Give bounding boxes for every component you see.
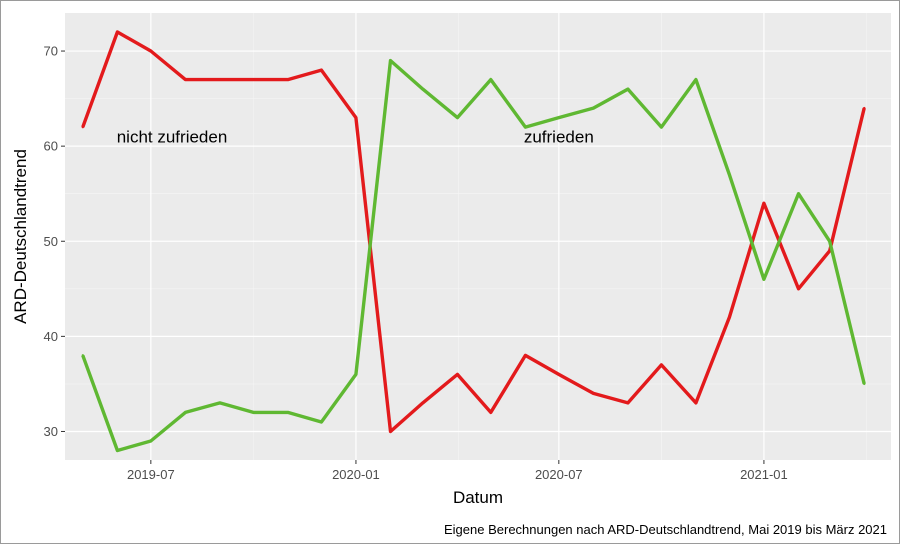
data-point-nicht-zufrieden — [81, 125, 85, 129]
data-point-zufrieden — [286, 411, 290, 414]
y-tick-label: 70 — [44, 44, 58, 59]
data-point-zufrieden — [863, 382, 866, 386]
data-point-nicht-zufrieden — [728, 316, 731, 319]
data-point-zufrieden — [828, 240, 831, 243]
data-point-zufrieden — [116, 449, 119, 452]
data-point-nicht-zufrieden — [421, 401, 425, 405]
y-axis-ticks: 30 40 50 60 70 — [44, 44, 65, 439]
series-line-nicht-zufrieden — [81, 30, 866, 434]
data-point-zufrieden — [149, 439, 153, 443]
data-point-nicht-zufrieden — [184, 78, 187, 81]
minor-gridlines — [65, 13, 891, 460]
data-point-zufrieden — [389, 59, 392, 62]
data-point-nicht-zufrieden — [252, 78, 255, 81]
data-point-zufrieden — [762, 278, 766, 281]
data-point-zufrieden — [524, 125, 527, 129]
x-axis-title: Datum — [453, 488, 503, 507]
series-line-zufrieden — [81, 58, 866, 453]
y-tick-label: 30 — [44, 424, 58, 439]
data-point-zufrieden — [660, 125, 663, 129]
annotation-label: nicht zufrieden — [117, 128, 228, 147]
x-tick-label: 2020-07 — [535, 467, 583, 482]
annotation-label: zufrieden — [524, 128, 594, 147]
y-tick-label: 40 — [44, 329, 58, 344]
annotations: nicht zufrieden zufrieden — [117, 128, 594, 147]
data-point-zufrieden — [489, 78, 493, 81]
x-tick-label: 2019-07 — [127, 467, 175, 482]
data-point-zufrieden — [728, 173, 731, 176]
data-point-nicht-zufrieden — [863, 106, 866, 110]
x-axis-ticks: 2019-07 2020-01 2020-07 2021-01 — [127, 460, 788, 482]
data-point-nicht-zufrieden — [354, 116, 358, 119]
data-point-zufrieden — [797, 192, 800, 195]
data-point-nicht-zufrieden — [524, 354, 527, 357]
data-point-zufrieden — [218, 401, 222, 405]
chart-caption: Eigene Berechnungen nach ARD-Deutschland… — [444, 522, 887, 537]
data-point-zufrieden — [694, 78, 698, 81]
data-point-nicht-zufrieden — [456, 373, 459, 376]
data-point-zufrieden — [354, 373, 358, 376]
data-point-nicht-zufrieden — [116, 30, 119, 34]
data-point-zufrieden — [252, 411, 255, 414]
y-tick-label: 60 — [44, 139, 58, 154]
x-tick-label: 2021-01 — [740, 467, 788, 482]
data-point-zufrieden — [557, 116, 561, 119]
data-point-nicht-zufrieden — [797, 287, 800, 291]
data-point-nicht-zufrieden — [592, 392, 595, 395]
data-point-nicht-zufrieden — [320, 68, 323, 72]
data-point-nicht-zufrieden — [557, 373, 561, 376]
data-point-nicht-zufrieden — [626, 401, 630, 405]
data-point-zufrieden — [421, 87, 425, 91]
data-point-nicht-zufrieden — [389, 430, 392, 433]
data-point-nicht-zufrieden — [149, 49, 153, 53]
data-point-zufrieden — [184, 411, 187, 414]
data-point-nicht-zufrieden — [218, 78, 222, 81]
data-point-nicht-zufrieden — [286, 78, 290, 81]
data-point-nicht-zufrieden — [489, 411, 493, 414]
y-axis-title: ARD-Deutschlandtrend — [11, 149, 30, 324]
y-tick-label: 50 — [44, 234, 58, 249]
data-point-nicht-zufrieden — [762, 202, 766, 205]
data-point-nicht-zufrieden — [660, 363, 663, 367]
data-point-zufrieden — [320, 420, 323, 424]
series-layer — [81, 30, 866, 453]
data-point-zufrieden — [456, 116, 459, 119]
data-point-zufrieden — [592, 106, 595, 110]
data-point-zufrieden — [81, 354, 85, 357]
data-point-nicht-zufrieden — [694, 401, 698, 405]
x-tick-label: 2020-01 — [332, 467, 380, 482]
data-point-zufrieden — [626, 87, 630, 91]
